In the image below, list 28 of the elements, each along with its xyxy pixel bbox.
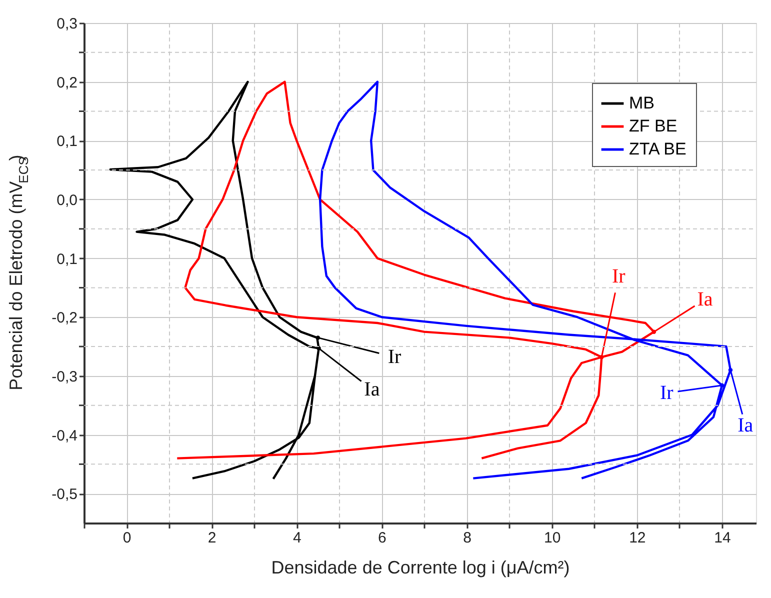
x-tick-label: 12	[629, 530, 646, 546]
y-tick-label: -0,2	[52, 310, 78, 327]
y-tick-label: 0,1	[56, 133, 78, 150]
annotation: Ir	[388, 346, 402, 368]
y-tick-label: -0,4	[52, 427, 78, 444]
y-tick-label: 0,0	[56, 192, 78, 209]
annotation: Ia	[697, 288, 713, 310]
x-tick-label: 4	[292, 530, 302, 546]
x-tick-label: 0	[122, 530, 132, 546]
x-tick-label: 14	[714, 530, 731, 546]
x-tick-label: 10	[544, 530, 561, 546]
x-tick-label: 2	[208, 530, 216, 546]
legend-label: MB	[629, 94, 654, 112]
y-tick-label: 0,2	[56, 74, 78, 92]
y-tick-label: -0,5	[52, 486, 78, 504]
y-axis-title: Potencial do Eletrodo (mVECS)	[6, 154, 31, 390]
x-tick-label: 6	[378, 530, 386, 546]
y-tick-label: 0,1	[56, 250, 78, 268]
annotation: Ia	[738, 414, 754, 436]
annotation: Ia	[364, 378, 380, 400]
legend-label: ZTA BE	[629, 140, 686, 158]
annotation: Ir	[660, 382, 674, 404]
x-axis-title: Densidade de Corrente log i (μA/cm²)	[271, 558, 570, 578]
y-tick-label: 0,3	[56, 16, 78, 32]
legend-label: ZF BE	[629, 116, 678, 136]
y-tick-label: -0,3	[52, 368, 78, 386]
annotation: Ir	[612, 266, 626, 288]
x-tick-label: 8	[463, 530, 472, 546]
